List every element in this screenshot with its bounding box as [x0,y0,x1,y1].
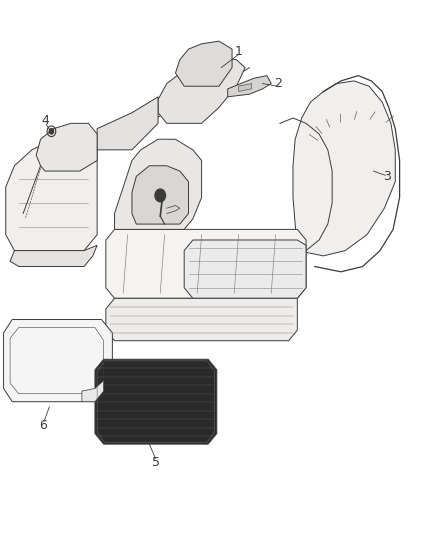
Text: 4: 4 [41,114,49,127]
Text: 1: 1 [235,45,243,58]
Text: 6: 6 [39,419,47,432]
Polygon shape [176,41,232,86]
Polygon shape [115,139,201,229]
Text: 5: 5 [152,456,160,469]
Text: 3: 3 [383,170,391,183]
Polygon shape [97,97,158,150]
Polygon shape [106,229,306,298]
Polygon shape [6,139,97,251]
Polygon shape [184,240,306,298]
Circle shape [49,128,53,134]
Polygon shape [106,298,297,341]
Polygon shape [4,319,113,402]
Polygon shape [95,359,217,444]
Polygon shape [228,76,271,97]
Polygon shape [82,381,104,402]
Polygon shape [132,166,188,224]
Polygon shape [239,84,252,92]
Polygon shape [10,245,97,266]
Polygon shape [158,57,245,123]
Polygon shape [36,123,97,171]
Text: 2: 2 [274,77,282,90]
Circle shape [155,189,166,202]
Polygon shape [293,81,395,256]
